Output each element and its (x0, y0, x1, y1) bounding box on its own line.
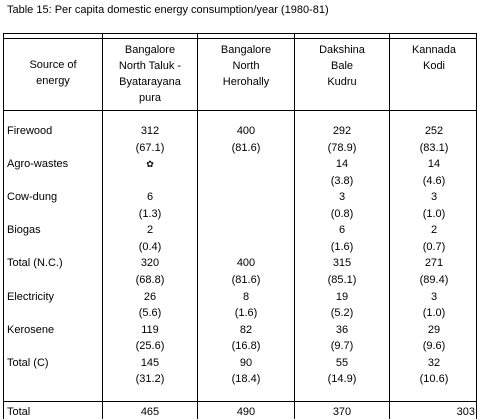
row-label-electricity: Electricity (7, 291, 55, 303)
table-cell: 3 (430, 291, 438, 303)
row-label-kerosene: Kerosene (7, 324, 55, 336)
table-cell: 312 (140, 125, 160, 137)
table-cell: 2 (430, 224, 438, 236)
table-cell-percent: (85.1) (327, 274, 357, 286)
table-cell-percent: (16.8) (231, 340, 261, 352)
header-line: pura (138, 92, 162, 104)
table-cell-percent: (67.1) (135, 142, 165, 154)
flower-icon: ✿ (146, 159, 154, 169)
header-col-kodi: Kannada Kodi (390, 42, 478, 74)
table-cell: 82 (239, 324, 253, 336)
header-col-herohally: Bangalore North Herohally (198, 42, 294, 90)
table-cell-percent: (3.8) (330, 175, 354, 187)
row-label-biogas: Biogas (7, 224, 41, 236)
header-col-bale-kudru: Dakshina Bale Kudru (295, 42, 389, 90)
table-cell: 19 (335, 291, 349, 303)
header-line: Byatarayana (119, 76, 181, 88)
header-line: Bangalore (124, 44, 176, 56)
table-cell: 119 (141, 324, 159, 336)
table-cell: 315 (332, 257, 352, 269)
table-cell: 26 (143, 291, 157, 303)
table-cell: 400 (236, 257, 256, 269)
table-cell-percent: (18.4) (231, 373, 261, 385)
table-cell: 36 (335, 324, 349, 336)
table-cell-total: 303 (456, 406, 475, 418)
column-divider (197, 34, 198, 419)
table-cell: 6 (338, 224, 346, 236)
table-cell: 3 (338, 191, 346, 203)
table-cell-total: 490 (236, 406, 256, 418)
table-cell: 90 (239, 357, 253, 369)
table-cell-percent: (81.6) (231, 142, 261, 154)
table-cell-percent: (5.6) (138, 307, 162, 319)
table-cell: 32 (427, 357, 441, 369)
table-cell-percent: (89.4) (419, 274, 449, 286)
row-label-firewood: Firewood (7, 125, 53, 137)
table-cell-percent: (83.1) (419, 142, 449, 154)
table-cell-percent: (1.3) (138, 208, 162, 220)
table-caption: Table 15: Per capita domestic energy con… (7, 4, 329, 16)
row-label-cow-dung: Cow-dung (7, 191, 58, 203)
header-line: Herohally (222, 76, 270, 88)
table-cell: 145 (140, 357, 160, 369)
table-cell-percent: (4.6) (422, 175, 446, 187)
table-cell-percent: (1.0) (422, 307, 446, 319)
column-divider (102, 34, 103, 419)
header-line: Kannada (411, 44, 457, 56)
table-cell-percent: (10.6) (419, 373, 449, 385)
table-cell-percent: (5.2) (330, 307, 354, 319)
table-cell-percent: (68.8) (135, 274, 165, 286)
table-cell-percent: (81.6) (231, 274, 261, 286)
table-cell: 271 (424, 257, 444, 269)
table-cell-percent: (0.7) (422, 241, 446, 253)
table-cell-percent: (1.6) (330, 241, 354, 253)
row-label-total: Total (7, 406, 31, 418)
header-line: Bangalore (220, 44, 272, 56)
table-cell-percent: (0.8) (330, 208, 354, 220)
table-cell: 2 (146, 224, 154, 236)
header-line: North (232, 60, 260, 72)
table-cell: 14 (427, 158, 441, 170)
energy-table: Source of energy Bangalore North Taluk -… (3, 33, 477, 419)
table-cell: 3 (430, 191, 438, 203)
row-label-agro-wastes: Agro-wastes (7, 158, 69, 170)
row-label-total-nc: Total (N.C.) (7, 257, 63, 269)
table-cell: 55 (335, 357, 349, 369)
header-source: Source of energy (4, 57, 102, 89)
header-source-line: energy (36, 75, 70, 87)
table-cell-percent: (78.9) (327, 142, 357, 154)
table-cell: 29 (427, 324, 441, 336)
table-cell-percent: (25.6) (135, 340, 165, 352)
column-divider (389, 34, 390, 419)
header-line: Kudru (327, 76, 357, 88)
table-cell: 14 (335, 158, 349, 170)
header-line: Bale (330, 60, 354, 72)
table-cell: 8 (242, 291, 250, 303)
header-line: Kodi (422, 60, 446, 72)
header-bottom-rule (4, 110, 476, 111)
table-cell-percent: (9.6) (422, 340, 446, 352)
header-col-byatarayanapura: Bangalore North Taluk - Byatarayana pura (103, 42, 197, 106)
table-cell: 400 (236, 125, 256, 137)
table-cell-percent: (1.0) (422, 208, 446, 220)
row-label-total-c: Total (C) (7, 357, 49, 369)
column-divider (294, 34, 295, 419)
total-rule (4, 401, 476, 402)
header-line: North Taluk - (118, 60, 182, 72)
table-cell-percent: (9.7) (330, 340, 354, 352)
header-source-line: Source of (29, 59, 77, 71)
header-top-rule (4, 38, 476, 39)
header-line: Dakshina (319, 44, 365, 56)
table-cell: 320 (140, 257, 160, 269)
table-cell: 292 (332, 125, 352, 137)
table-cell-total: 370 (332, 406, 352, 418)
table-cell-total: 465 (140, 406, 160, 418)
table-cell-percent: (0.4) (138, 241, 162, 253)
table-cell: 6 (146, 191, 154, 203)
table-cell-percent: (14.9) (327, 373, 357, 385)
table-cell: 252 (424, 125, 444, 137)
table-cell-percent: (31.2) (135, 373, 165, 385)
table-cell-percent: (1.6) (234, 307, 258, 319)
